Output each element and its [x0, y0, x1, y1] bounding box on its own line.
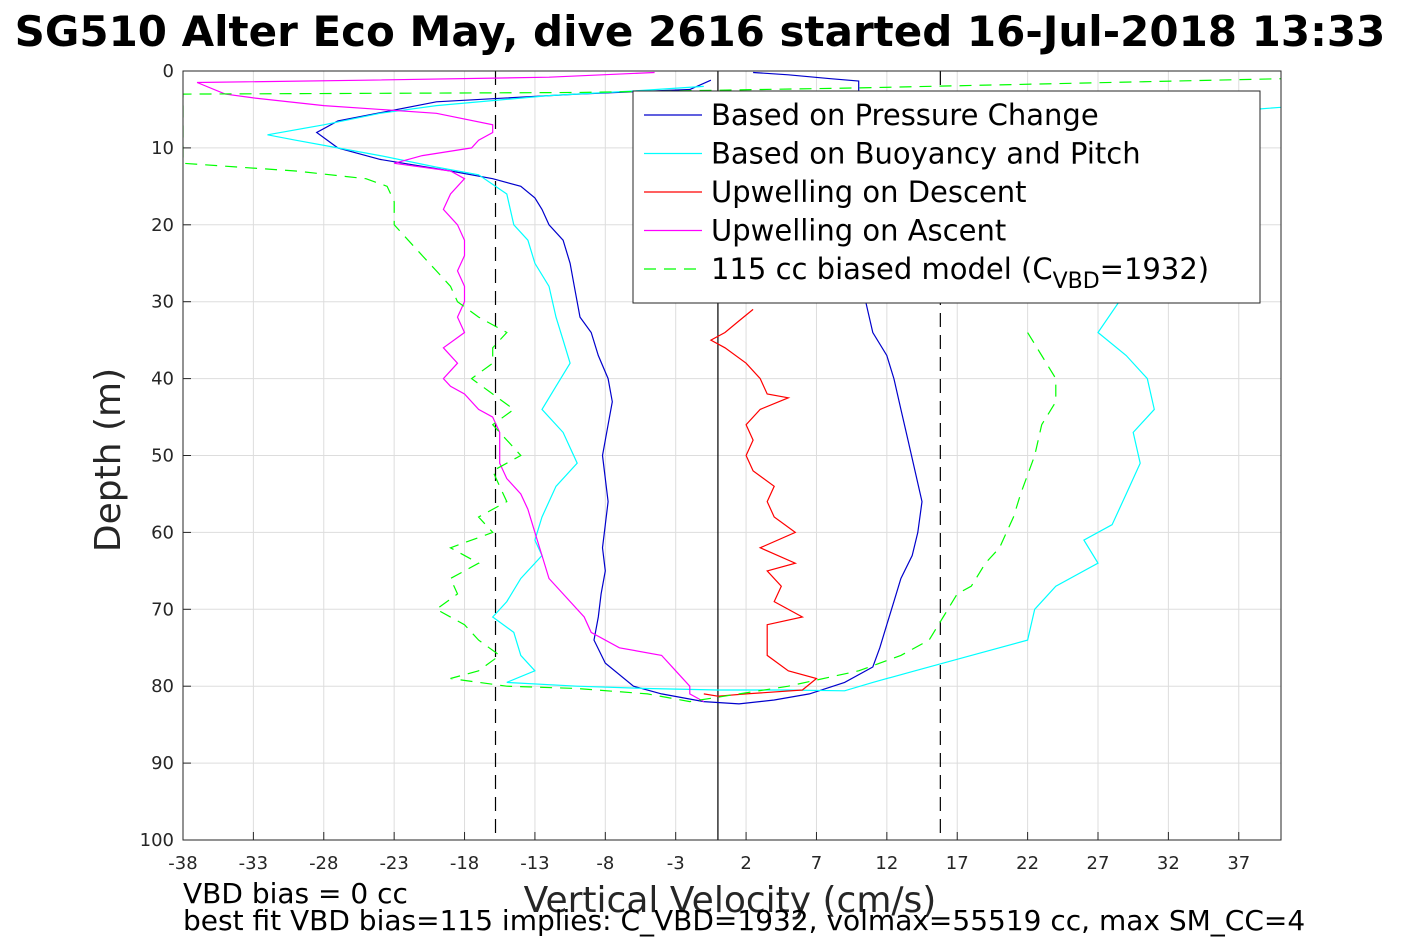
footnote-vbd-bias: VBD bias = 0 cc — [183, 877, 408, 910]
x-tick-label: 22 — [1016, 853, 1039, 874]
y-tick-label: 40 — [151, 369, 174, 390]
x-tick-label: -3 — [667, 853, 685, 874]
y-tick-label: 60 — [151, 522, 174, 543]
y-tick-label: 10 — [151, 138, 174, 159]
y-tick-label: 20 — [151, 215, 174, 236]
legend: Based on Pressure Change Based on Buoyanc… — [632, 90, 1261, 304]
x-tick-label: 17 — [946, 853, 969, 874]
x-tick-label: -13 — [520, 853, 549, 874]
legend-box — [632, 90, 1261, 304]
footnote-best-fit: best fit VBD bias=115 implies: C_VBD=193… — [183, 904, 1305, 937]
series-line-0 — [315, 71, 923, 705]
y-axis-label: Depth (m) — [88, 368, 129, 552]
x-tick-label: -38 — [168, 853, 197, 874]
series-line-3 — [196, 71, 705, 703]
x-tick-label: 12 — [875, 853, 898, 874]
y-tick-label: 50 — [151, 446, 174, 467]
x-tick-label: -23 — [379, 853, 408, 874]
y-tick-label: 90 — [151, 753, 174, 774]
y-tick-label: 70 — [151, 599, 174, 620]
y-tick-label: 100 — [140, 830, 174, 851]
x-axis-label: Vertical Velocity (cm/s) — [524, 880, 937, 921]
x-tick-label: 37 — [1227, 853, 1250, 874]
series-line-2 — [703, 308, 818, 697]
x-tick-label: 27 — [1087, 853, 1110, 874]
y-tick-label: 80 — [151, 676, 174, 697]
x-tick-label: 32 — [1157, 853, 1180, 874]
x-tick-label: -28 — [309, 853, 338, 874]
y-tick-label: 0 — [163, 61, 174, 82]
legend-label-1: Based on Buoyancy and Pitch — [711, 137, 1141, 171]
x-tick-label: -8 — [596, 853, 614, 874]
x-axis-ticks: -38 -33 -28 -23 -18 -13 -8 -3 2 7 12 17 22 27 32 37 — [168, 832, 1250, 874]
series-line-1 — [267, 85, 1281, 692]
x-tick-label: -18 — [450, 853, 479, 874]
series-line-4 — [183, 78, 1281, 703]
legend-label-3: Upwelling on Ascent — [711, 214, 1006, 248]
series-group — [183, 71, 1281, 705]
y-tick-label: 30 — [151, 292, 174, 313]
legend-label-2: Upwelling on Descent — [711, 175, 1027, 209]
chart-title: SG510 Alter Eco May, dive 2616 started 1… — [15, 7, 1386, 56]
x-tick-label: 2 — [740, 853, 751, 874]
x-tick-label: -33 — [239, 853, 268, 874]
y-axis-ticks: 0 10 20 30 40 50 60 70 80 90 100 — [140, 61, 191, 851]
legend-label-0: Based on Pressure Change — [711, 98, 1099, 132]
x-tick-label: 7 — [811, 853, 822, 874]
